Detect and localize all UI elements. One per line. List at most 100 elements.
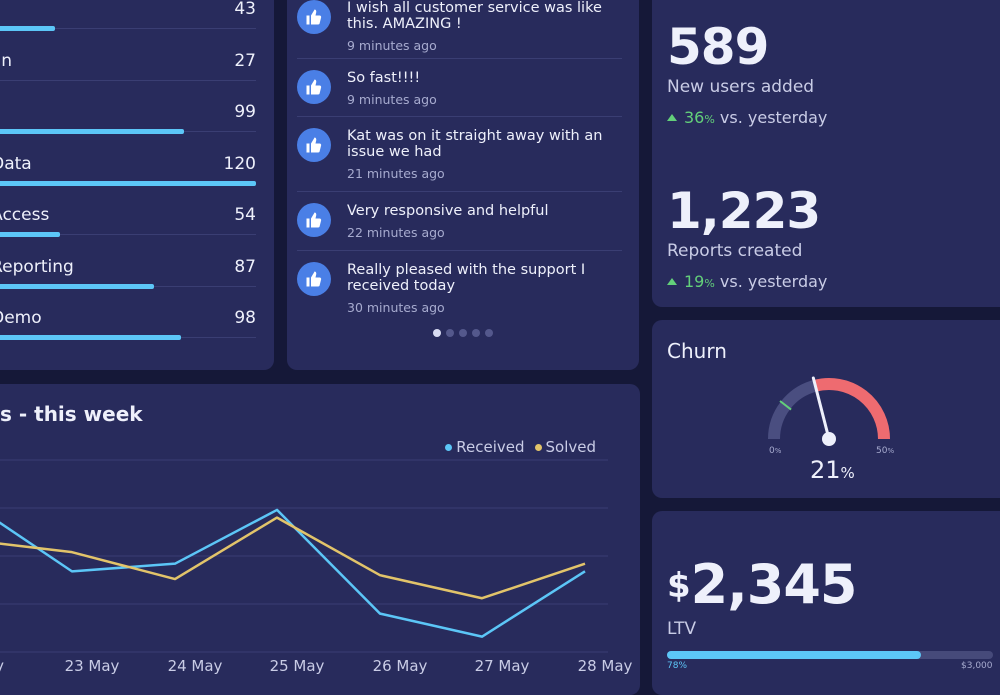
category-bar (0, 232, 61, 237)
x-tick-label: 27 May (475, 657, 530, 675)
pagination-dot[interactable] (433, 329, 441, 337)
category-track (0, 234, 256, 235)
new-users-label: New users added (667, 77, 815, 97)
stats-panel: 589 New users added 36% vs. yesterday 1,… (652, 0, 1000, 307)
gauge-max-label: 50% (876, 446, 895, 456)
reports-label: Reports created (667, 241, 803, 261)
gauge-min-label: 0% (769, 446, 782, 456)
gauge-arc-low (768, 379, 818, 440)
category-row: min 27 (0, 51, 256, 103)
chart-legend: Received Solved (445, 438, 596, 456)
feedback-text: Really pleased with the support I receiv… (347, 262, 617, 316)
feedback-divider (297, 250, 622, 251)
feedback-time: 22 minutes ago (347, 225, 445, 240)
chart-title: s - this week (0, 402, 143, 426)
series-line-solved (0, 516, 586, 600)
feedback-time: 30 minutes ago (347, 300, 445, 315)
feedback-text: Very responsive and helpful 22 minutes ag… (347, 203, 617, 241)
x-tick-label: 24 May (168, 657, 223, 675)
category-label: min (0, 50, 13, 71)
category-bar (0, 335, 182, 340)
category-label: : Access (0, 205, 50, 225)
thumbs-up-icon (297, 128, 331, 162)
tickets-week-panel: s - this week Received Solved ay 23 May 24… (0, 384, 640, 695)
category-count: 99 (234, 102, 256, 122)
ltv-progress-bar (667, 651, 993, 659)
customer-feedback-panel: I wish all customer service was like thi… (287, 0, 639, 370)
category-row: : Data 120 (0, 154, 256, 206)
ltv-target-label: $3,000 (961, 661, 993, 671)
category-bar (0, 283, 154, 289)
thumbs-up-icon (297, 70, 331, 104)
ltv-panel: $2,345 LTV 78% $3,000 (652, 511, 1000, 695)
feedback-text: Kat was on it straight away with an issu… (347, 128, 617, 182)
x-tick-label: 28 May (578, 657, 633, 675)
churn-value: 21% (810, 456, 855, 484)
feedback-text: So fast!!!! 9 minutes ago (347, 70, 617, 108)
feedback-divider (297, 58, 622, 59)
category-label: : Demo (0, 308, 42, 328)
category-count: 27 (234, 50, 256, 71)
thumbs-up-glyph (306, 137, 322, 153)
thumbs-up-icon (297, 0, 331, 34)
category-row: : Demo 98 (0, 308, 256, 360)
thumbs-up-glyph (306, 79, 322, 95)
category-count: 98 (234, 308, 256, 328)
x-tick-label: 23 May (65, 657, 120, 675)
triangle-up-icon (667, 114, 677, 121)
reports-number: 1,223 (667, 182, 821, 240)
thumbs-up-glyph (306, 9, 322, 25)
carousel-pagination (287, 329, 639, 337)
gauge-arc-high (813, 378, 890, 440)
gauge-target-marker (779, 400, 792, 411)
new-users-change: 36% vs. yesterday (667, 108, 827, 127)
feedback-divider (297, 116, 622, 117)
pagination-dot[interactable] (472, 329, 480, 337)
feedback-time: 21 minutes ago (347, 166, 445, 181)
category-count: 120 (223, 153, 256, 174)
thumbs-up-glyph (306, 271, 322, 287)
pagination-dot[interactable] (485, 329, 493, 337)
category-label: : Data (0, 153, 32, 174)
category-bar (0, 129, 185, 134)
series-line-received (0, 508, 586, 638)
x-tick-label: 26 May (373, 657, 428, 675)
pagination-dot[interactable] (459, 329, 467, 337)
ticket-categories-panel: 43 min 27 99 : Data 120 : Access 54 : Reporting 8… (0, 0, 274, 370)
gauge-needle (811, 376, 831, 441)
ltv-amount: $2,345 (667, 553, 857, 616)
category-bar (0, 26, 55, 31)
ltv-progress-label: 78% (667, 661, 688, 671)
churn-title: Churn (667, 339, 727, 363)
category-track (0, 79, 256, 81)
category-row: : Reporting 87 (0, 257, 256, 309)
category-row: 99 (0, 102, 256, 154)
new-users-number: 589 (667, 18, 769, 76)
reports-change: 19% vs. yesterday (667, 272, 827, 291)
legend-received: Received (445, 438, 525, 456)
thumbs-up-glyph (306, 212, 322, 228)
gauge-hub (822, 432, 836, 446)
legend-solved: Solved (534, 438, 596, 456)
category-count: 43 (234, 0, 256, 19)
feedback-time: 9 minutes ago (347, 92, 437, 107)
thumbs-up-icon (297, 203, 331, 237)
pagination-dot[interactable] (446, 329, 454, 337)
ltv-progress-fill (667, 651, 922, 659)
triangle-up-icon (667, 278, 677, 285)
category-label: : Reporting (0, 256, 74, 277)
category-bar (0, 180, 256, 186)
feedback-time: 9 minutes ago (347, 38, 437, 53)
churn-gauge (768, 376, 890, 446)
thumbs-up-icon (297, 262, 331, 296)
x-tick-label: ay (0, 657, 4, 675)
category-row: : Access 54 (0, 205, 256, 257)
ltv-label: LTV (667, 619, 697, 639)
category-count: 54 (234, 205, 256, 225)
category-count: 87 (234, 256, 256, 277)
feedback-text: I wish all customer service was like thi… (347, 0, 617, 54)
x-tick-label: 25 May (270, 657, 325, 675)
tickets-line-chart: ay 23 May 24 May 25 May 26 May 27 May 28 May (0, 459, 633, 675)
category-track (0, 28, 256, 29)
category-row: 43 (0, 0, 256, 51)
